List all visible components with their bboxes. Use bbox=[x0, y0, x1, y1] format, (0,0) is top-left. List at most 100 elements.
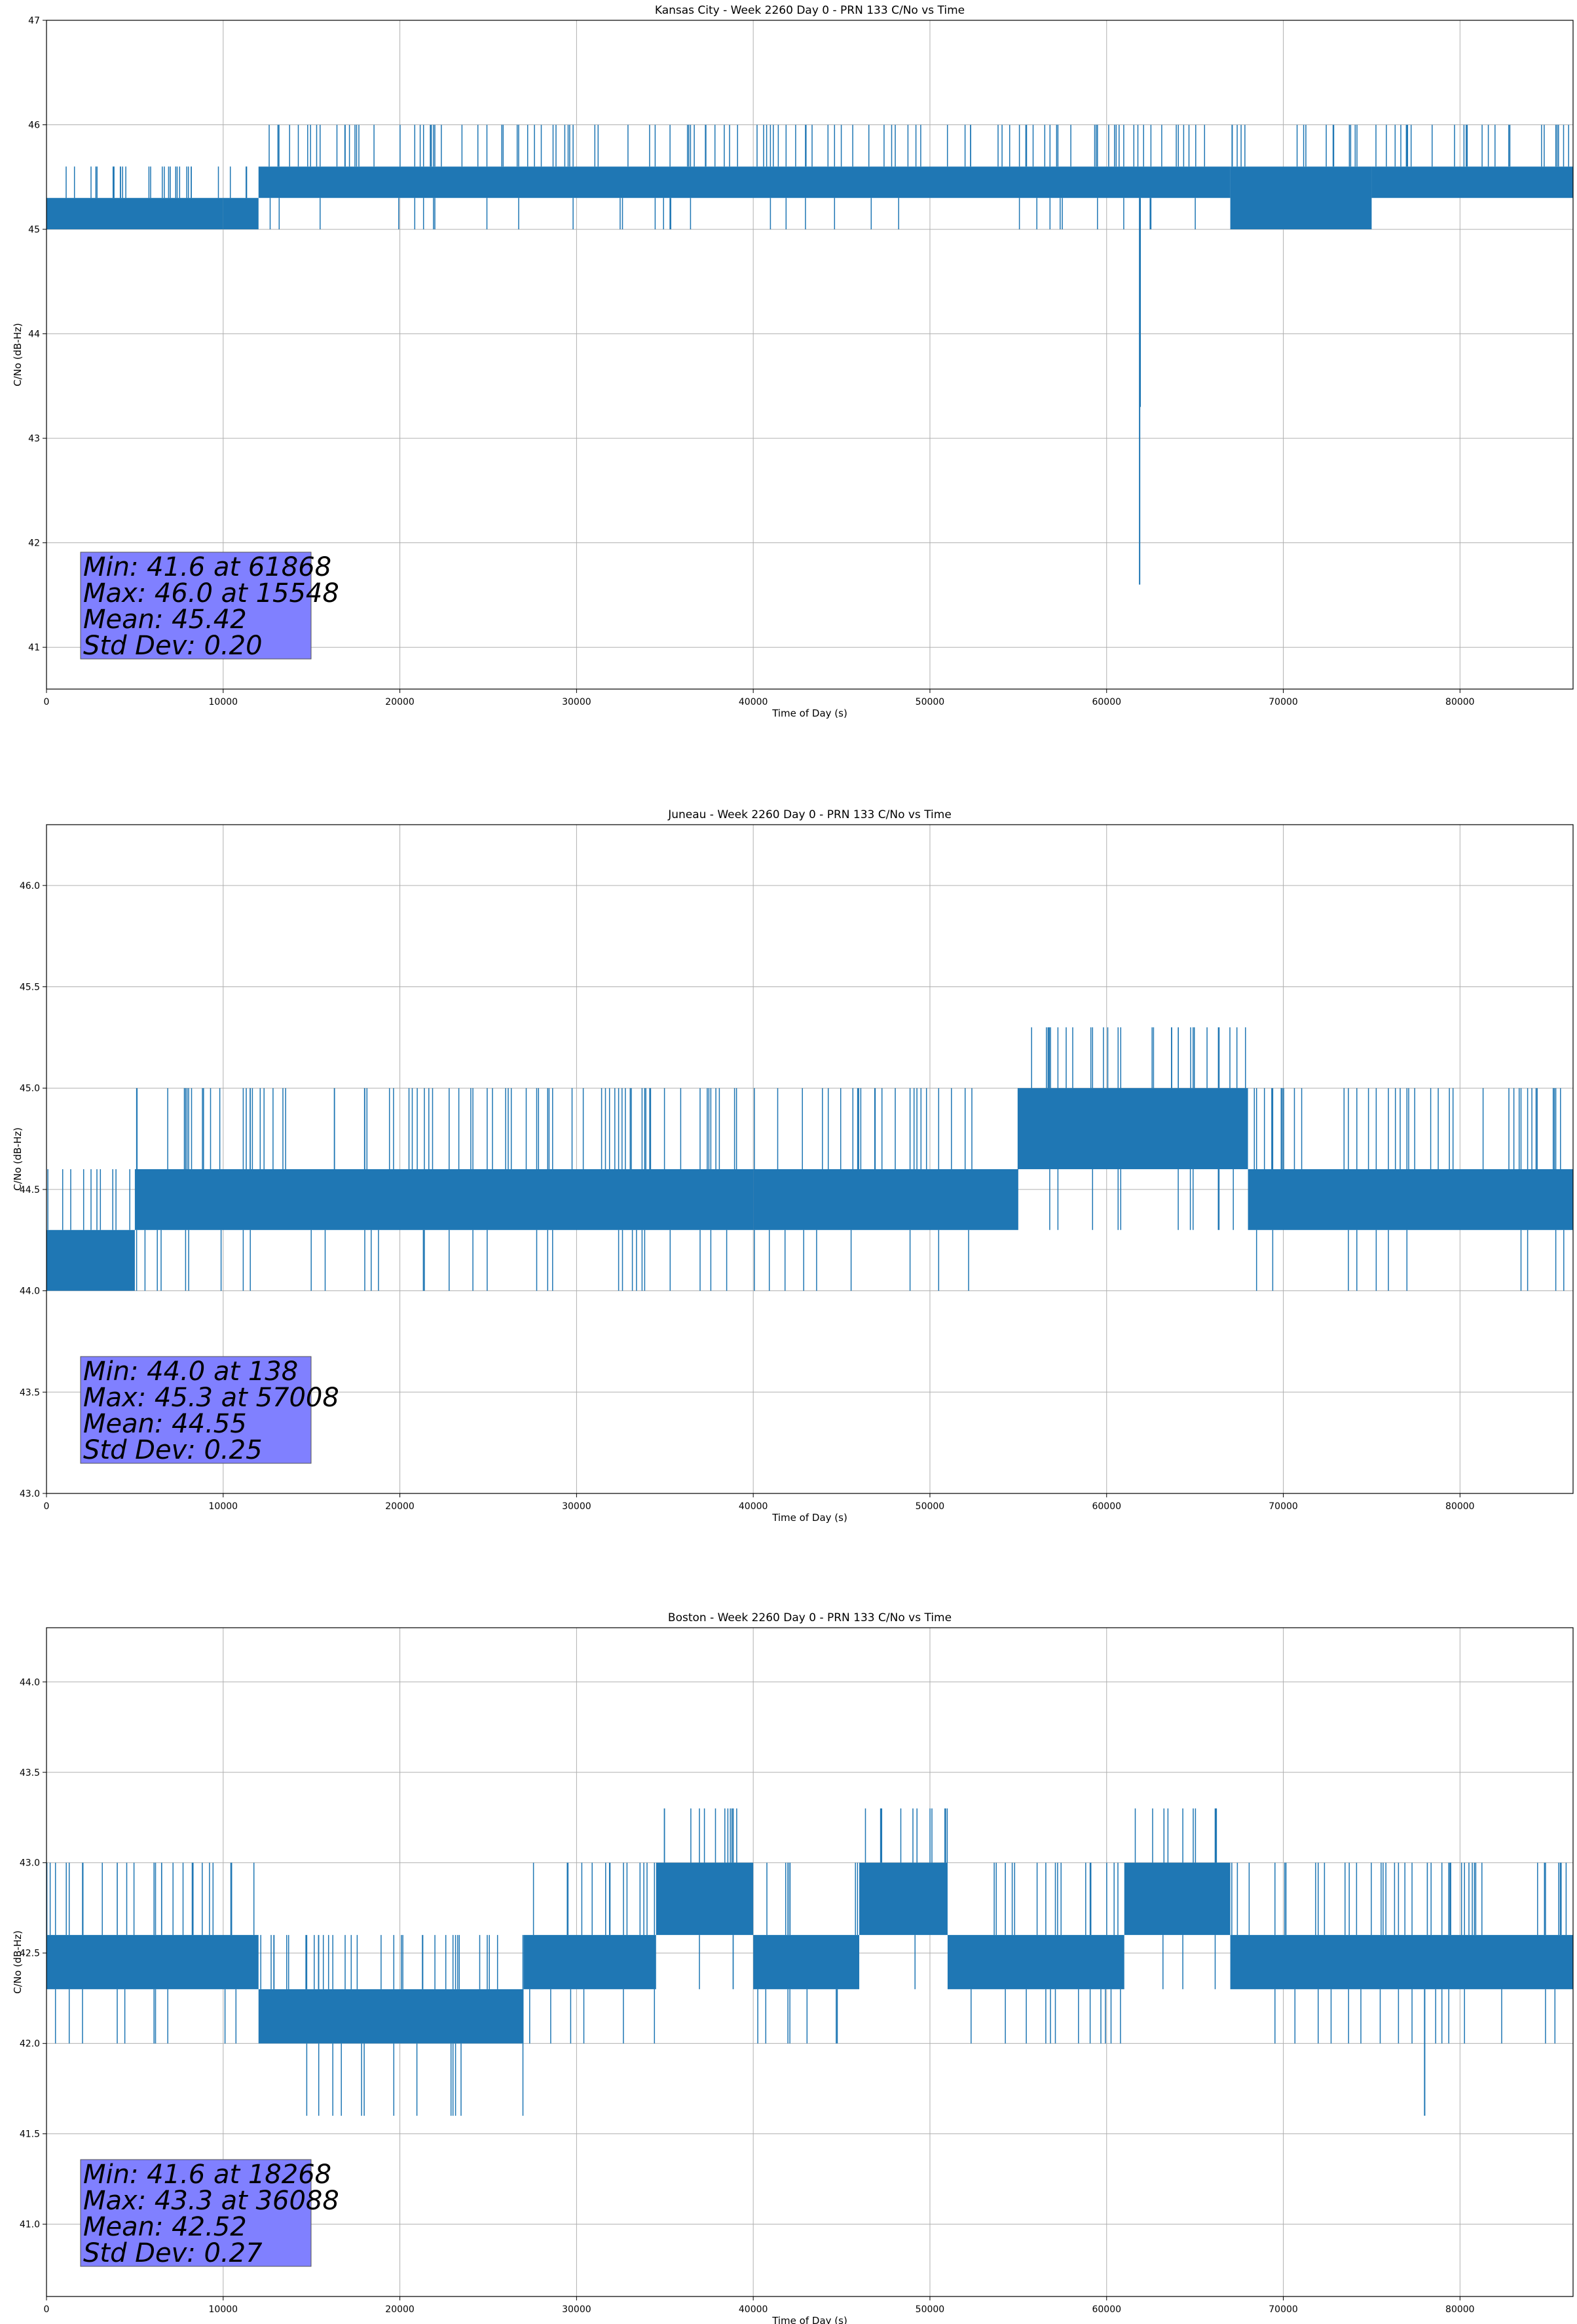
y-tick-label: 43.0 bbox=[20, 1858, 40, 1869]
chart-title: Boston - Week 2260 Day 0 - PRN 133 C/No … bbox=[668, 1611, 952, 1624]
series-band bbox=[134, 1169, 754, 1230]
x-tick-label: 0 bbox=[44, 1501, 50, 1512]
x-tick-label: 40000 bbox=[739, 2304, 768, 2315]
series-band bbox=[258, 1989, 524, 2044]
series-excursions bbox=[269, 124, 893, 230]
y-tick-label: 44.0 bbox=[20, 1286, 40, 1297]
series-excursions bbox=[1253, 1088, 1565, 1291]
x-axis-label: Time of Day (s) bbox=[771, 707, 847, 719]
series-band bbox=[523, 1935, 656, 1989]
stats-min: Min: 44.0 at 138 bbox=[83, 1357, 298, 1387]
stats-std-dev: Std Dev: 0.25 bbox=[83, 1435, 263, 1465]
series-band bbox=[1018, 1088, 1248, 1169]
x-tick-label: 30000 bbox=[562, 1501, 591, 1512]
series-excursions bbox=[757, 1862, 859, 2044]
series-band bbox=[895, 166, 1231, 198]
x-axis-label: Time of Day (s) bbox=[771, 1512, 847, 1524]
x-tick-label: 0 bbox=[44, 2304, 50, 2315]
y-tick-label: 46.0 bbox=[20, 881, 40, 891]
stats-box-background bbox=[80, 552, 312, 660]
series-band bbox=[1124, 1862, 1231, 1936]
axes-frame bbox=[46, 1627, 1574, 2297]
stats-box-background bbox=[80, 1356, 312, 1464]
x-tick-label: 30000 bbox=[562, 2304, 591, 2315]
series-excursions bbox=[1231, 124, 1358, 167]
chart-panel-2: 0 10000 20000 30000 40000 50000 60000 70000 8000… bbox=[12, 1611, 1574, 2324]
series-excursions bbox=[529, 1862, 656, 2044]
series-band bbox=[46, 198, 223, 230]
x-tick-label: 30000 bbox=[562, 697, 591, 707]
x-tick-label: 50000 bbox=[916, 697, 945, 707]
series-excursions bbox=[65, 166, 219, 198]
stats-mean: Mean: 44.55 bbox=[83, 1409, 247, 1439]
x-tick-label: 80000 bbox=[1445, 1501, 1475, 1512]
series-trace bbox=[46, 1027, 1573, 1291]
chart-panel-0: 0 10000 20000 30000 40000 50000 60000 70000 8000… bbox=[12, 4, 1574, 719]
series-excursions bbox=[1231, 1862, 1567, 2044]
series-trace bbox=[46, 1808, 1573, 2116]
series-excursions bbox=[971, 1862, 1121, 2044]
series-trace bbox=[46, 124, 1573, 585]
y-axis-label: C/No (dB-Hz) bbox=[12, 323, 24, 386]
x-tick-label: 70000 bbox=[1269, 2304, 1298, 2315]
series-band bbox=[656, 1862, 754, 1936]
stats-max: Max: 43.3 at 36088 bbox=[83, 2186, 339, 2216]
stats-std-dev: Std Dev: 0.27 bbox=[83, 2238, 263, 2268]
x-tick-label: 20000 bbox=[385, 697, 415, 707]
series-excursions bbox=[136, 1088, 737, 1291]
x-tick-label: 20000 bbox=[385, 2304, 415, 2315]
x-tick-label: 60000 bbox=[1092, 1501, 1121, 1512]
y-tick-label: 43.5 bbox=[20, 1768, 40, 1778]
series-band bbox=[223, 198, 259, 230]
x-tick-label: 50000 bbox=[916, 2304, 945, 2315]
y-tick-label: 41.5 bbox=[20, 2129, 40, 2140]
series-band bbox=[1248, 1169, 1573, 1230]
stats-min: Min: 41.6 at 61868 bbox=[83, 552, 331, 582]
x-tick-label: 40000 bbox=[739, 697, 768, 707]
y-tick-label: 44.5 bbox=[20, 1185, 40, 1195]
y-tick-label: 45.0 bbox=[20, 1083, 40, 1094]
series-band bbox=[859, 1862, 948, 1936]
y-tick-label: 43.0 bbox=[20, 1489, 40, 1499]
chart-title: Kansas City - Week 2260 Day 0 - PRN 133 … bbox=[655, 4, 965, 17]
x-axis-label: Time of Day (s) bbox=[771, 2315, 847, 2324]
y-axis-label: C/No (dB-Hz) bbox=[12, 1930, 24, 1994]
chart-title: Juneau - Week 2260 Day 0 - PRN 133 C/No … bbox=[667, 808, 952, 821]
series-excursions bbox=[1375, 124, 1569, 167]
y-tick-label: 42.0 bbox=[20, 2039, 40, 2050]
series-band bbox=[753, 1935, 860, 1989]
series-excursions bbox=[663, 1808, 737, 1989]
x-tick-label: 0 bbox=[44, 697, 50, 707]
x-tick-label: 40000 bbox=[739, 1501, 768, 1512]
y-tick-label: 41.0 bbox=[20, 2220, 40, 2230]
series-excursions bbox=[229, 166, 248, 198]
series-excursions bbox=[864, 1808, 948, 1989]
series-band bbox=[1371, 166, 1573, 198]
x-tick-label: 50000 bbox=[916, 1501, 945, 1512]
series-excursions bbox=[46, 1862, 255, 2044]
y-tick-label: 45 bbox=[28, 225, 40, 235]
y-tick-label: 46 bbox=[28, 121, 40, 131]
axes-frame bbox=[46, 20, 1574, 690]
y-axis-label: C/No (dB-Hz) bbox=[12, 1127, 24, 1191]
stats-std-dev: Std Dev: 0.20 bbox=[83, 631, 263, 661]
series-band bbox=[1230, 1935, 1573, 1989]
x-tick-label: 60000 bbox=[1092, 2304, 1121, 2315]
y-tick-label: 44 bbox=[28, 329, 40, 340]
series-band bbox=[1230, 166, 1372, 230]
x-tick-label: 10000 bbox=[209, 2304, 238, 2315]
series-excursions bbox=[260, 1935, 524, 2116]
stats-max: Max: 45.3 at 57008 bbox=[83, 1383, 339, 1413]
y-tick-label: 42.5 bbox=[20, 1949, 40, 1959]
x-tick-label: 10000 bbox=[209, 697, 238, 707]
series-excursions bbox=[1031, 1027, 1246, 1230]
y-tick-label: 43.5 bbox=[20, 1387, 40, 1398]
x-tick-label: 10000 bbox=[209, 1501, 238, 1512]
x-tick-label: 80000 bbox=[1445, 2304, 1475, 2315]
y-tick-label: 41 bbox=[28, 643, 40, 653]
stats-box-background bbox=[80, 2159, 312, 2267]
x-tick-label: 70000 bbox=[1269, 1501, 1298, 1512]
series-band bbox=[46, 1935, 259, 1989]
stats-min: Min: 41.6 at 18268 bbox=[83, 2160, 331, 2190]
